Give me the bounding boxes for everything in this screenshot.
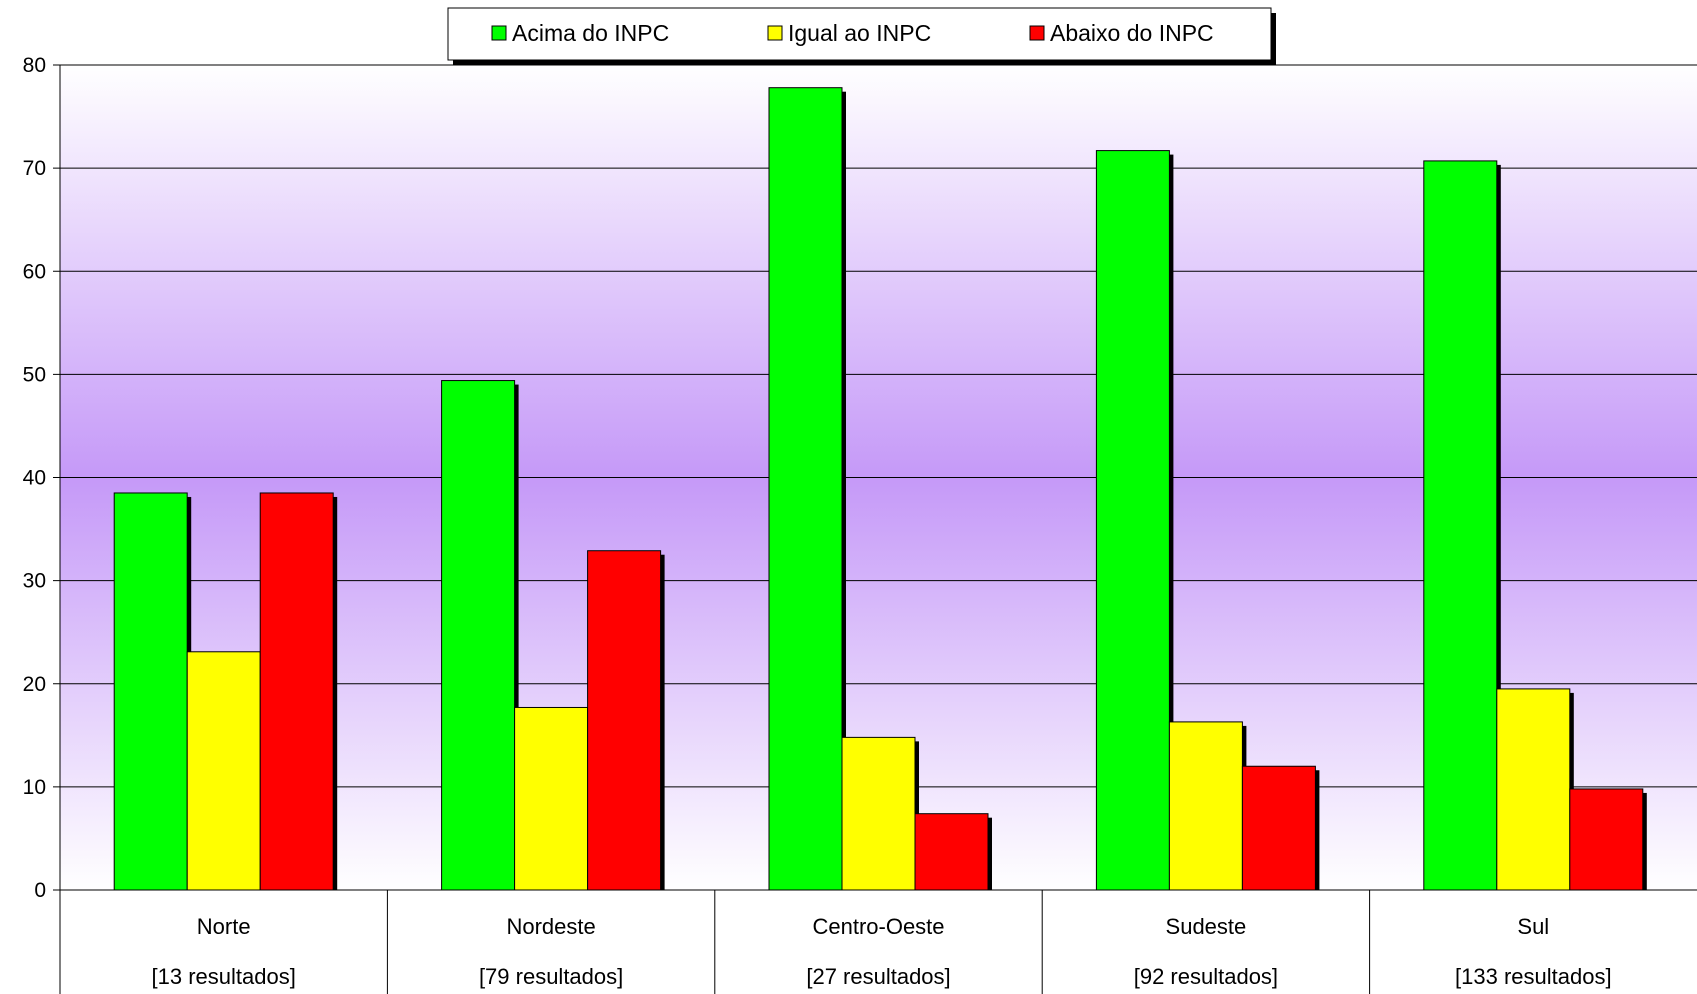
y-tick-label: 70 xyxy=(23,157,46,180)
y-tick-label: 20 xyxy=(23,673,46,696)
legend-swatch xyxy=(767,25,783,41)
bar-sul-1 xyxy=(1423,160,1498,891)
bar-nordeste-3 xyxy=(587,550,662,891)
bars xyxy=(113,87,1647,891)
bar-centro-oeste-1 xyxy=(768,87,843,891)
bar-sul-2 xyxy=(1496,688,1571,891)
legend-swatch xyxy=(491,25,507,41)
category-labels: Norte [13 resultados] Nordeste [79 resultad… xyxy=(152,914,1612,989)
bar-sudeste-2 xyxy=(1168,721,1243,891)
y-tick-label: 10 xyxy=(23,776,46,799)
category-label: Centro-Oeste xyxy=(812,914,944,939)
y-tick-label: 30 xyxy=(23,570,46,593)
category-label: Sudeste xyxy=(1166,914,1247,939)
bar-norte-1 xyxy=(113,492,188,891)
y-tick-label: 60 xyxy=(23,260,46,283)
category-sublabel: [13 resultados] xyxy=(152,964,296,989)
category-label: Norte xyxy=(197,914,251,939)
legend-box xyxy=(447,7,1272,61)
bar-centro-oeste-2 xyxy=(841,736,916,891)
category-sublabel: [92 resultados] xyxy=(1134,964,1278,989)
legend-label: Acima do INPC xyxy=(512,20,669,46)
y-tick-label: 0 xyxy=(34,879,46,902)
bar-sul-3 xyxy=(1569,788,1644,891)
legend-swatch xyxy=(1029,25,1045,41)
category-label: Nordeste xyxy=(506,914,595,939)
bar-centro-oeste-3 xyxy=(914,813,989,891)
y-tick-label: 80 xyxy=(23,54,46,77)
bar-norte-3 xyxy=(259,492,334,891)
bar-nordeste-2 xyxy=(514,706,589,891)
category-sublabel: [27 resultados] xyxy=(806,964,950,989)
legend-label: Igual ao INPC xyxy=(788,20,931,46)
y-tick-labels: 0 10 20 30 40 50 60 70 80 xyxy=(23,54,46,902)
legend: Acima do INPC Igual ao INPC Abaixo do INPC xyxy=(447,7,1276,65)
bar-norte-2 xyxy=(186,651,261,891)
legend-label: Abaixo do INPC xyxy=(1050,20,1214,46)
bar-sudeste-3 xyxy=(1241,765,1316,891)
category-label: Sul xyxy=(1517,914,1549,939)
bar-sudeste-1 xyxy=(1095,150,1170,891)
y-tick-label: 40 xyxy=(23,467,46,490)
category-sublabel: [133 resultados] xyxy=(1455,964,1612,989)
bar-nordeste-1 xyxy=(441,380,516,891)
axes xyxy=(53,64,1697,994)
y-tick-label: 50 xyxy=(23,363,46,386)
category-sublabel: [79 resultados] xyxy=(479,964,623,989)
